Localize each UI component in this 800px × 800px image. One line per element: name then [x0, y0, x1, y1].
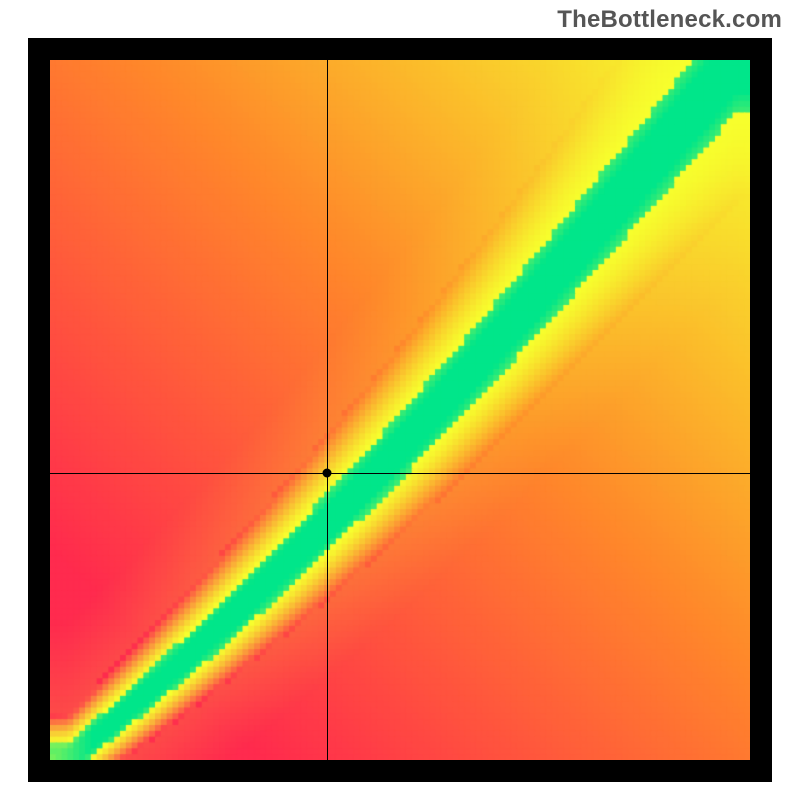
- chart-container: TheBottleneck.com: [0, 0, 800, 800]
- crosshair-marker: [322, 469, 331, 478]
- crosshair-vertical: [327, 60, 328, 760]
- chart-frame: [28, 38, 772, 782]
- attribution-label: TheBottleneck.com: [557, 6, 782, 34]
- heatmap-canvas: [50, 60, 750, 760]
- crosshair-horizontal: [50, 473, 750, 474]
